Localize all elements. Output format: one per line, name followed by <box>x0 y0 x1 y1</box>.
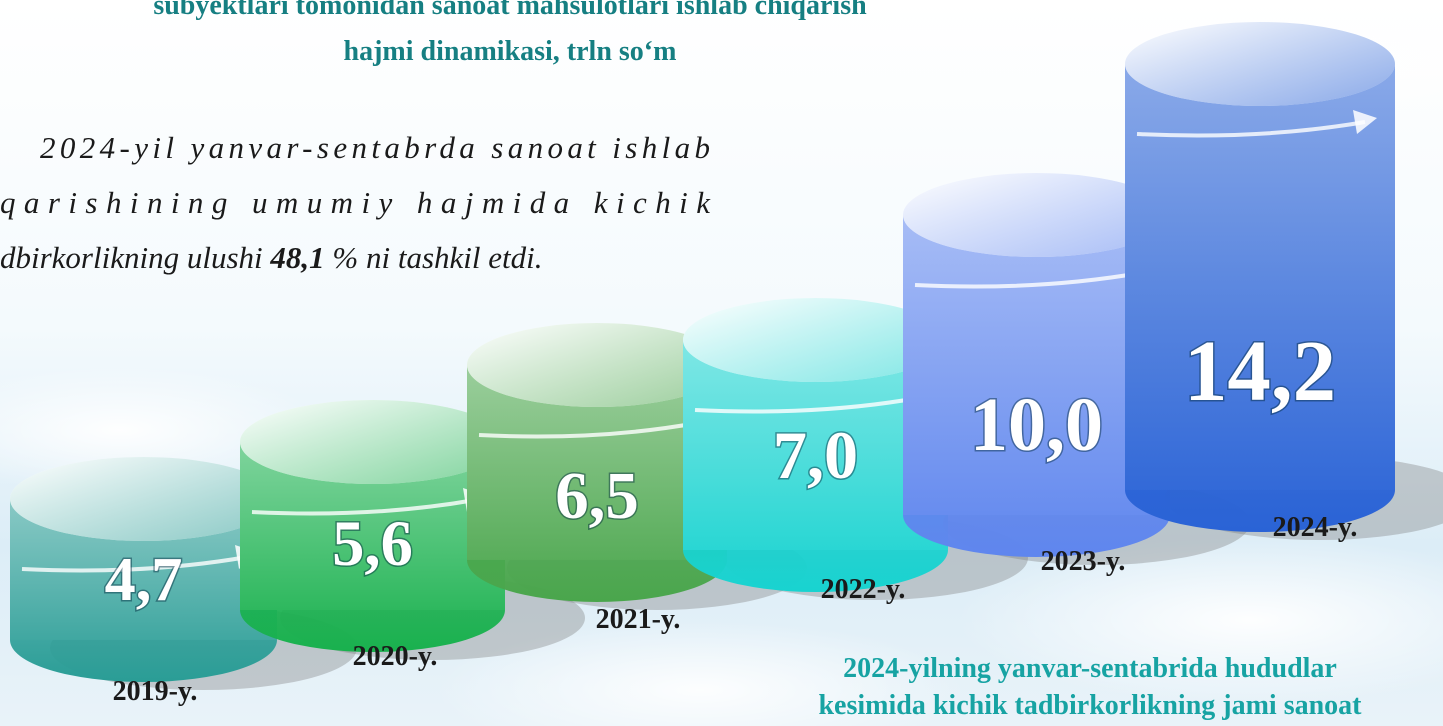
annotation: dbirkorlikning ulushi <box>0 240 263 275</box>
value-label: 7,0 <box>773 417 858 493</box>
decor-arrow <box>21 555 248 573</box>
x-tick-label: 2024-y. <box>1273 512 1358 543</box>
value-label: 14,2 <box>1184 323 1336 419</box>
bar <box>467 365 727 602</box>
cylinder-top <box>10 457 277 541</box>
decor-arrow <box>1136 120 1366 138</box>
bars: 4,7 2019-y. 5,6 2020-y. 6,5 2021-y. 7,0 2022-y.… <box>10 22 1443 707</box>
x-tick-label: 2023-y. <box>1041 546 1126 577</box>
decor-arrowhead <box>1353 110 1377 134</box>
annotation: % ni tashkil etdi. <box>332 240 542 275</box>
chart-title: subyektlari tomonidan sanoat mahsulotlar… <box>153 0 867 21</box>
bar <box>10 499 277 682</box>
cylinder-top <box>467 323 727 407</box>
x-tick-label: 2019-y. <box>113 676 198 707</box>
annotation: qarishining umumiy hajmida kichik <box>0 185 711 220</box>
decor-arrow <box>694 396 919 414</box>
bar <box>240 442 505 652</box>
x-tick-label: 2021-y. <box>596 604 681 635</box>
cylinder-top <box>240 400 505 484</box>
cylinder-top <box>1125 22 1395 106</box>
footer-text: 2024-yilning yanvar-sentabrida hududlar <box>843 653 1337 684</box>
decor-arrow <box>914 271 1141 289</box>
value-label: 4,7 <box>105 546 183 614</box>
decor-arrow <box>478 421 698 439</box>
cylinder-top <box>903 173 1170 257</box>
annotation: dbirkorlikning ulushi 48,1 % ni tashkil … <box>0 240 542 275</box>
value-label: 10,0 <box>970 383 1103 467</box>
annotation-highlight: 48,1 <box>269 240 324 275</box>
chart-title: hajmi dinamikasi, trln so‘m <box>344 36 677 67</box>
value-label: 6,5 <box>555 459 639 533</box>
x-tick-label: 2020-y. <box>353 641 438 672</box>
annotation: 2024-yil yanvar-sentabrda sanoat ishlab <box>40 130 710 165</box>
footer-text: kesimida kichik tadbirkorlikning jami sa… <box>818 690 1362 721</box>
decor-arrow <box>251 498 476 516</box>
bar <box>1125 64 1395 532</box>
bar <box>903 215 1170 557</box>
x-tick-label: 2022-y. <box>821 574 906 605</box>
cylinder-top <box>683 298 948 382</box>
value-label: 5,6 <box>332 507 413 579</box>
